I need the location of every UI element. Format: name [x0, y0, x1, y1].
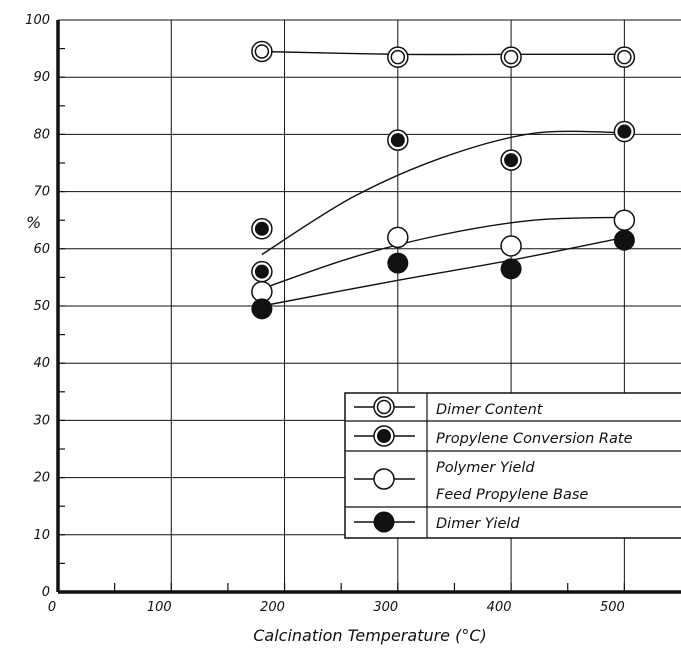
x-tick-label: 200: [260, 600, 285, 615]
data-point-dimer-content: [251, 40, 273, 63]
y-tick-label: 50: [33, 299, 50, 314]
data-point-dimer-content: [387, 46, 409, 68]
marker-circle: [613, 209, 636, 231]
x-tick-label: 100: [147, 600, 172, 615]
marker-circle: [387, 226, 409, 249]
legend-label-dimer-yield: Dimer Yield: [436, 516, 520, 532]
x-tick-label: 400: [487, 600, 512, 615]
dimer-yield-curve: [261, 236, 625, 307]
y-tick-label: 80: [33, 127, 50, 142]
x-tick-label: 300: [373, 600, 398, 615]
marker-core: [617, 124, 632, 139]
marker-circle: [500, 258, 522, 280]
data-point-dimer-yield: [251, 298, 273, 320]
marker-core: [390, 133, 405, 148]
data-point-dimer-content: [613, 46, 636, 68]
marker-inner-ring: [376, 399, 392, 415]
marker-core: [254, 264, 269, 279]
legend-swatch-dimer-content: [373, 396, 395, 418]
marker-circle: [500, 235, 522, 257]
propylene-conversion-curve: [261, 130, 625, 256]
legend-box: [344, 392, 681, 539]
legend-label-propylene-conversion-rate: Propylene Conversion Rate: [436, 431, 633, 447]
data-point-dimer-content: [500, 46, 522, 68]
marker-core: [254, 221, 269, 236]
marker-core: [377, 429, 391, 443]
x-tick-label: 0: [48, 600, 56, 615]
data-point-propylene-conversion: [251, 218, 273, 240]
legend: Dimer Content Propylene Conversion Rate …: [344, 392, 681, 539]
y-tick-label: 90: [33, 70, 50, 85]
y-tick-label: 70: [33, 185, 50, 200]
marker-circle: [251, 298, 273, 320]
x-axis-title: Calcination Temperature (°C): [253, 626, 487, 645]
marker-circle: [387, 252, 409, 274]
y-tick-label: 100: [25, 13, 50, 28]
legend-swatch-propylene-conversion: [373, 425, 395, 447]
legend-label-feed-propylene-base: Feed Propylene Base: [436, 487, 588, 503]
ticks: 0 10 20 30 40 50 60 70 80 90 100 0 100 200 300 400 500: [25, 13, 625, 615]
marker-inner-ring: [617, 49, 632, 65]
data-point-polymer-yield: [613, 209, 636, 231]
y-tick-label: 0: [42, 585, 50, 600]
data-point-dimer-yield: [500, 258, 522, 280]
polymer-yield-curve: [261, 216, 625, 290]
marker-inner-ring: [390, 49, 406, 65]
points: [251, 40, 636, 320]
legend-swatch-polymer-yield: [373, 468, 395, 490]
y-tick-label: 10: [33, 528, 50, 543]
data-point-propylene-conversion: [613, 120, 636, 143]
legend-swatches: [354, 396, 415, 533]
marker-circle: [373, 511, 395, 533]
data-point-dimer-yield: [387, 252, 409, 274]
marker-circle: [613, 229, 635, 251]
y-tick-label: 40: [33, 356, 50, 371]
curves: [261, 50, 625, 307]
marker-core: [504, 153, 519, 168]
y-axis-title: %: [26, 213, 41, 232]
marker-inner-ring: [503, 49, 519, 65]
x-tick-label: 500: [600, 600, 625, 615]
data-point-propylene-conversion: [387, 129, 409, 151]
legend-label-polymer-yield: Polymer Yield: [436, 460, 535, 476]
data-point-propylene-conversion: [500, 149, 522, 171]
dimer-content-curve: [261, 50, 625, 56]
y-tick-label: 30: [33, 413, 50, 428]
data-point-propylene-conversion: [251, 260, 273, 283]
data-point-dimer-yield: [613, 229, 635, 251]
data-point-polymer-yield: [500, 235, 522, 257]
data-point-polymer-yield: [387, 226, 409, 249]
legend-label-dimer-content: Dimer Content: [436, 402, 544, 418]
marker-inner-ring: [254, 44, 270, 59]
legend-swatch-dimer-yield: [373, 511, 395, 533]
marker-circle: [373, 468, 395, 490]
y-tick-label: 20: [33, 471, 50, 486]
y-tick-label: 60: [33, 242, 50, 257]
